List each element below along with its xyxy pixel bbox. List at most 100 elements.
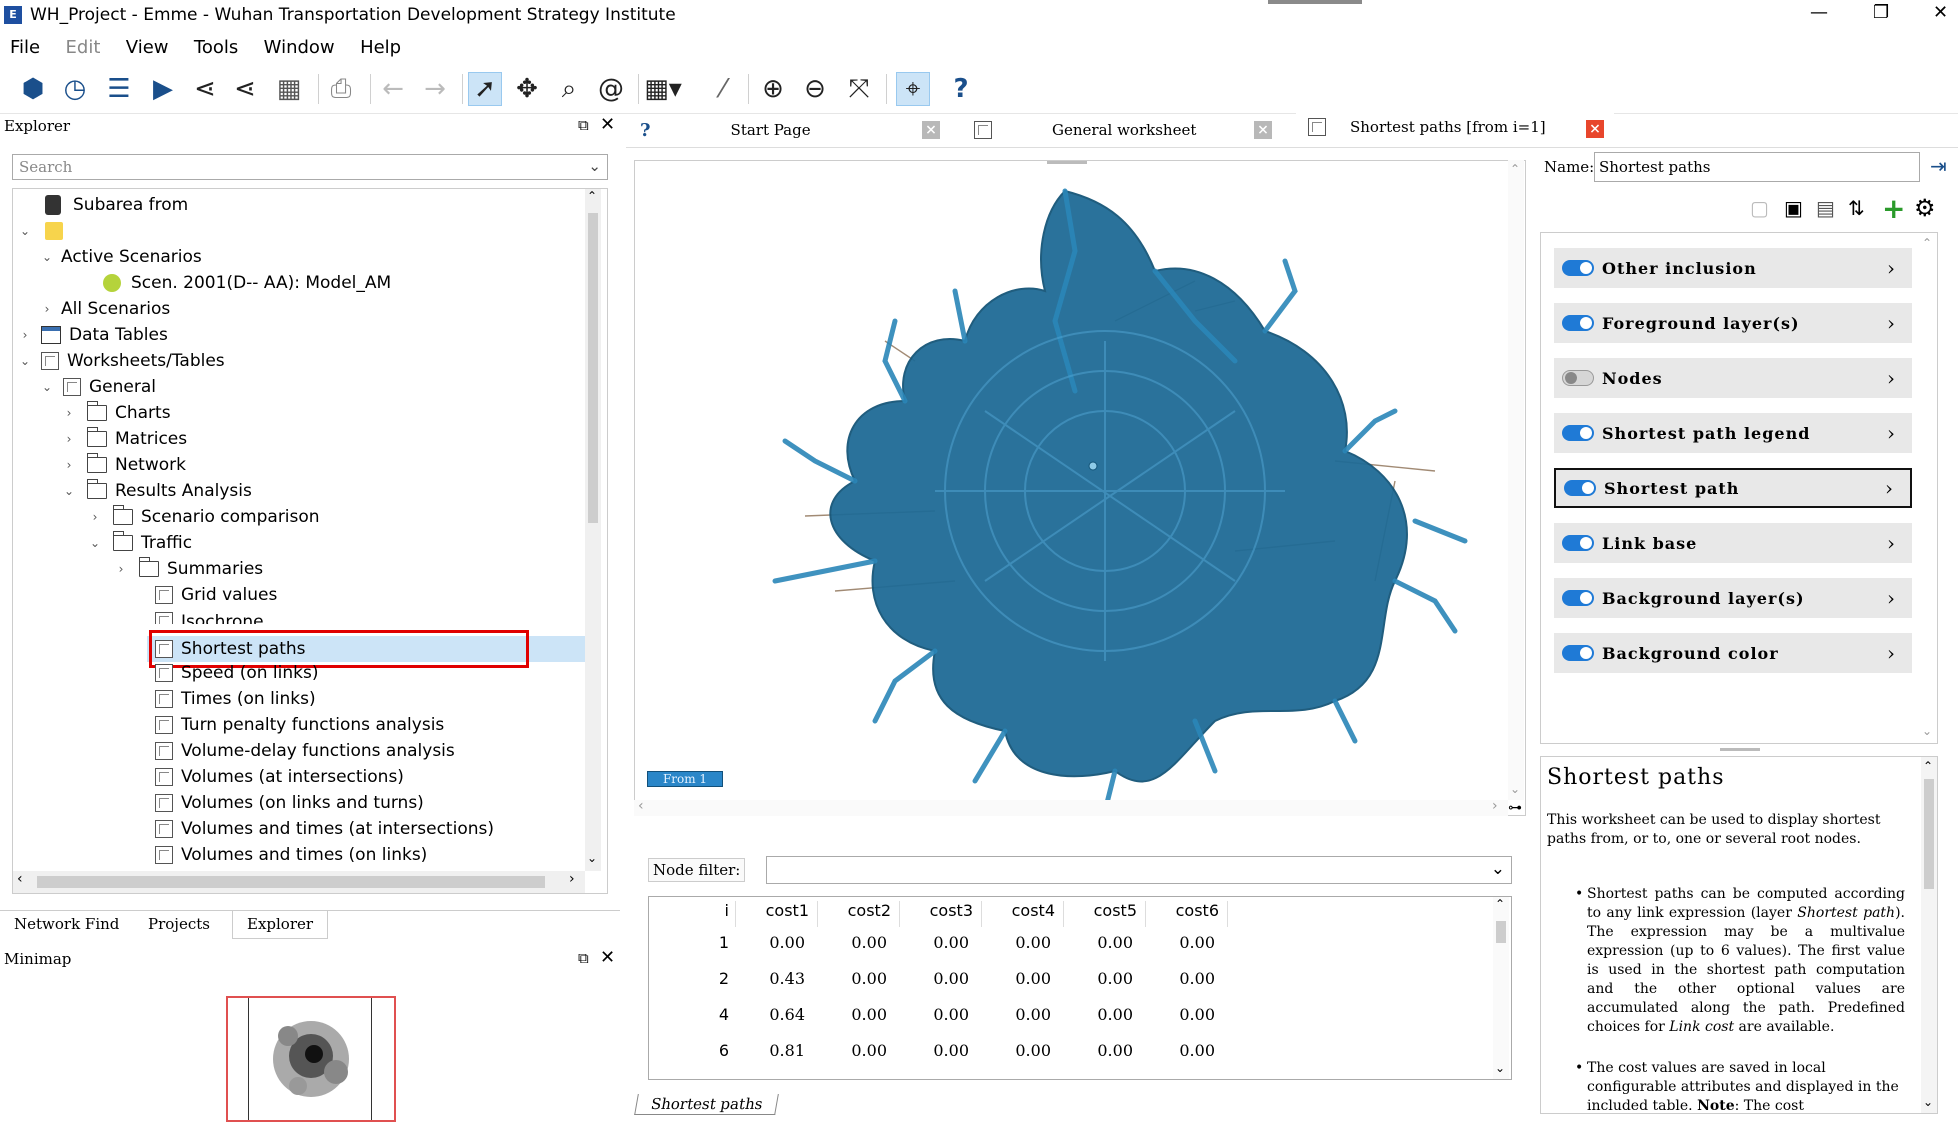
close-tab-icon[interactable]: ×	[1254, 121, 1272, 139]
report-icon[interactable]: ☰	[107, 74, 131, 104]
scroll-down-icon[interactable]: ⌄	[1923, 1095, 1934, 1109]
table-row[interactable]: 1 0.00 0.00 0.00 0.00 0.00 0.00	[649, 933, 1249, 961]
search-input[interactable]: Search ⌄	[12, 154, 608, 180]
chevron-right-icon[interactable]: ›	[1887, 641, 1896, 665]
scroll-up-icon[interactable]: ⌃	[1495, 897, 1506, 911]
tab-projects[interactable]: Projects	[148, 915, 210, 933]
map-corner-key-icon[interactable]: ⊶	[1508, 800, 1522, 816]
tree-item-project[interactable]: ⌄	[13, 218, 63, 244]
share-network-alt-icon[interactable]: ⋖	[234, 74, 256, 104]
save-disabled-icon[interactable]: ▢	[1750, 196, 1769, 220]
collapsed-chevron-icon[interactable]: ›	[44, 302, 50, 316]
tree-item-turn-penalty[interactable]: Turn penalty functions analysis	[155, 712, 444, 738]
close-tab-icon[interactable]: ×	[922, 121, 940, 139]
layer-visibility-toggle[interactable]	[1562, 590, 1594, 606]
tree-item-volume-delay[interactable]: Volume-delay functions analysis	[155, 738, 455, 764]
tree-item-volumes-times-intersections[interactable]: Volumes and times (at intersections)	[155, 816, 494, 842]
column-header-cost2[interactable]: cost2	[847, 901, 891, 920]
layer-link-base[interactable]: Link base ›	[1554, 523, 1912, 563]
table-window-icon[interactable]: ▦	[276, 74, 302, 104]
table-row[interactable]: 6 0.81 0.00 0.00 0.00 0.00 0.00	[649, 1041, 1249, 1069]
minimize-button[interactable]: —	[1810, 2, 1828, 23]
expanded-chevron-icon[interactable]: ⌄	[63, 484, 75, 498]
scroll-up-icon[interactable]: ⌃	[587, 189, 598, 203]
tree-item-volumes-links-turns[interactable]: Volumes (on links and turns)	[155, 790, 424, 816]
database-cube-icon[interactable]: ⬢	[21, 74, 45, 104]
map-view[interactable]: From 1	[634, 160, 1526, 816]
tree-item-worksheets[interactable]: ⌄ Worksheets/Tables	[13, 348, 225, 374]
menu-window[interactable]: Window	[263, 37, 335, 58]
scroll-down-icon[interactable]: ⌄	[1922, 724, 1933, 738]
scroll-thumb[interactable]	[37, 876, 545, 888]
search-dropdown-icon[interactable]: ⌄	[588, 157, 601, 175]
tree-item-summaries[interactable]: › Summaries	[113, 556, 263, 582]
tree-item-speed[interactable]: Speed (on links)	[155, 663, 318, 683]
sheet-tab-shortest-paths[interactable]: Shortest paths	[634, 1094, 780, 1115]
menu-view[interactable]: View	[125, 37, 169, 58]
back-arrow-icon[interactable]: ←	[382, 74, 404, 104]
layer-visibility-toggle[interactable]	[1562, 315, 1594, 331]
open-book-icon[interactable]: ▤	[1816, 196, 1835, 220]
layer-foreground[interactable]: Foreground layer(s) ›	[1554, 303, 1912, 343]
tree-item-scenario-comparison[interactable]: › Scenario comparison	[87, 504, 320, 530]
layer-background[interactable]: Background layer(s) ›	[1554, 578, 1912, 618]
tree-item-network[interactable]: › Network	[61, 452, 186, 478]
tree-item-data-tables[interactable]: › Data Tables	[13, 322, 168, 348]
layer-shortest-path-legend[interactable]: Shortest path legend ›	[1554, 413, 1912, 453]
menu-tools[interactable]: Tools	[193, 37, 239, 58]
layer-visibility-toggle[interactable]	[1562, 535, 1594, 551]
history-icon[interactable]: ◷	[63, 74, 87, 104]
layer-shortest-path-selected[interactable]: Shortest path ›	[1554, 468, 1912, 508]
minimap-frame[interactable]	[226, 996, 396, 1122]
close-panel-icon[interactable]: ✕	[600, 114, 616, 135]
share-network-icon[interactable]: ⋖	[194, 74, 216, 104]
dropdown-chevron-icon[interactable]: ⌄	[1490, 859, 1505, 879]
settings-gear-icon[interactable]: ⚙	[1914, 194, 1936, 222]
map-horizontal-scrollbar[interactable]: ‹ ›	[634, 798, 1508, 816]
expanded-chevron-icon[interactable]: ⌄	[19, 224, 31, 238]
float-panel-icon[interactable]: ⧉	[578, 116, 589, 134]
node-filter-input[interactable]: ⌄	[766, 856, 1512, 884]
tab-explorer[interactable]: Explorer	[232, 911, 329, 939]
chevron-right-icon[interactable]: ›	[1887, 586, 1896, 610]
tree-item-volumes-intersections[interactable]: Volumes (at intersections)	[155, 764, 404, 790]
collapsed-chevron-icon[interactable]: ›	[92, 510, 98, 524]
column-header-i[interactable]: i	[724, 901, 729, 920]
save-icon[interactable]: ▣	[1784, 196, 1803, 220]
help-scrollbar[interactable]: ⌃ ⌄	[1921, 757, 1937, 1113]
scroll-down-icon[interactable]: ⌄	[1495, 1061, 1506, 1075]
menu-edit[interactable]: Edit	[65, 37, 101, 58]
chevron-right-icon[interactable]: ›	[1887, 421, 1896, 445]
tab-general-worksheet[interactable]: General worksheet ×	[974, 114, 1274, 146]
table-row[interactable]: 2 0.43 0.00 0.00 0.00 0.00 0.00	[649, 969, 1249, 997]
layer-visibility-toggle[interactable]	[1562, 260, 1594, 276]
tree-item-results-analysis[interactable]: ⌄ Results Analysis	[61, 478, 252, 504]
zoom-extents-icon[interactable]: ⤧	[848, 73, 870, 104]
layer-other-inclusion[interactable]: Other inclusion ›	[1554, 248, 1912, 288]
tree-item-all-scenarios[interactable]: › All Scenarios	[39, 296, 171, 322]
zoom-out-icon[interactable]: ⊖	[804, 74, 826, 104]
sort-order-icon[interactable]: ⇅	[1848, 196, 1865, 220]
scroll-thumb[interactable]	[1496, 921, 1506, 943]
select-pointer-icon[interactable]: ➚	[468, 72, 502, 106]
tree-vertical-scrollbar[interactable]: ⌃ ⌄	[585, 189, 601, 871]
collapsed-chevron-icon[interactable]: ›	[66, 432, 72, 446]
scroll-right-icon[interactable]: ›	[569, 871, 575, 887]
play-macro-icon[interactable]: ▶	[153, 74, 173, 104]
tree-item-isochrone[interactable]: Isochrone	[155, 608, 264, 624]
table-row[interactable]: 4 0.64 0.00 0.00 0.00 0.00 0.00	[649, 1005, 1249, 1033]
restore-button[interactable]: ❐	[1873, 2, 1890, 23]
tree-item-times[interactable]: Times (on links)	[155, 686, 316, 712]
inspect-at-icon[interactable]: @	[598, 74, 624, 104]
scroll-right-icon[interactable]: ›	[1492, 798, 1498, 814]
tree-item-active-scenarios[interactable]: ⌄ Active Scenarios	[39, 244, 202, 270]
tree-item-scenario[interactable]: Scen. 2001(D-- AA): Model_AM	[103, 270, 391, 296]
table-vertical-scrollbar[interactable]: ⌃ ⌄	[1493, 897, 1509, 1079]
chevron-right-icon[interactable]: ›	[1885, 476, 1894, 500]
add-layer-icon[interactable]: +	[1882, 192, 1906, 225]
tree-item-charts[interactable]: › Charts	[61, 400, 171, 426]
layer-visibility-toggle[interactable]	[1562, 370, 1594, 386]
zoom-in-icon[interactable]: ⊕	[762, 74, 784, 104]
measure-ruler-icon[interactable]: ⁄	[720, 74, 726, 104]
tab-shortest-paths-active[interactable]: Shortest paths [from i=1] ×	[1296, 112, 1614, 144]
